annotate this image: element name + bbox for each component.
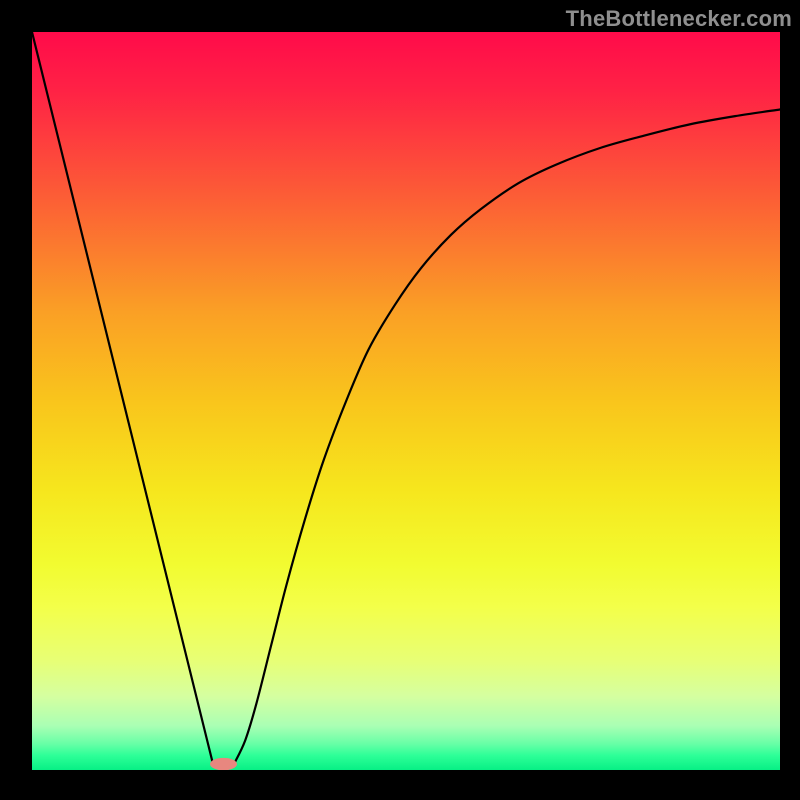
minimum-marker (210, 758, 237, 770)
plot-background (32, 32, 780, 770)
chart-frame: TheBottlenecker.com (0, 0, 800, 800)
watermark-text: TheBottlenecker.com (566, 6, 792, 32)
plot-area (32, 32, 780, 770)
plot-svg (32, 32, 780, 770)
